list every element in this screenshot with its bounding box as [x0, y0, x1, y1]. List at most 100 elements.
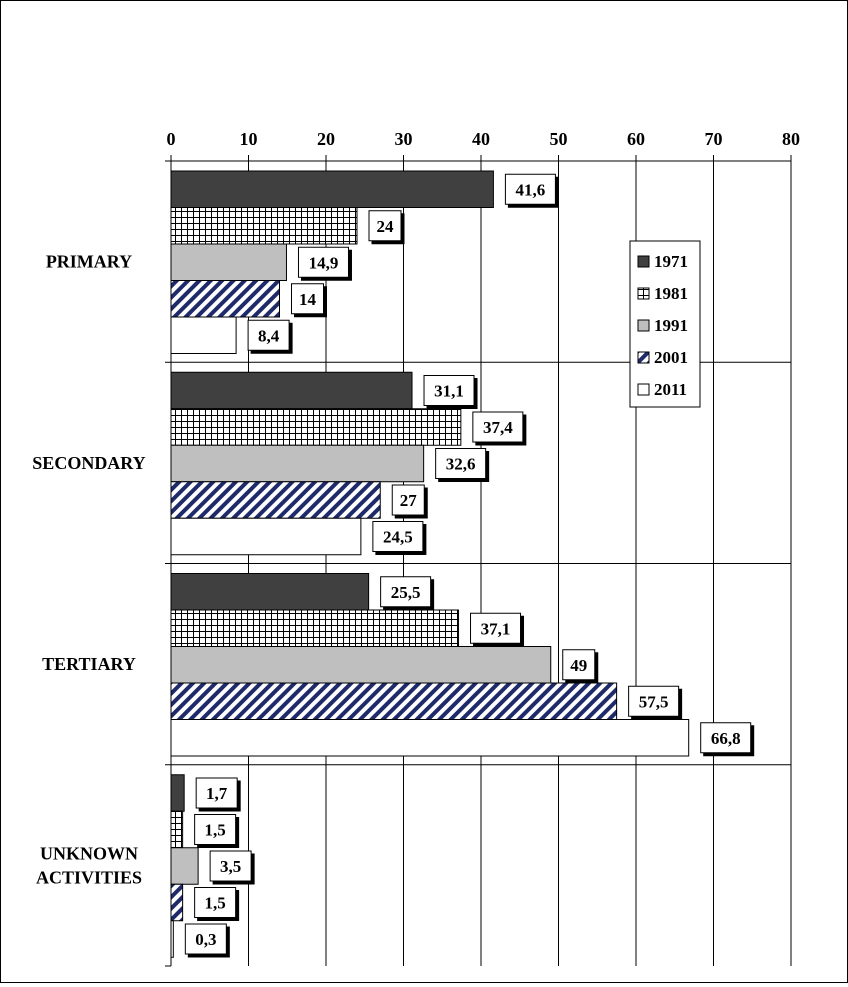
data-label-2001: 14 — [291, 283, 324, 315]
category-label: TERTIARY — [42, 654, 136, 674]
data-label-box — [184, 923, 227, 955]
data-label-2001: 27 — [391, 484, 425, 516]
data-label-text: 8,4 — [258, 326, 280, 345]
tick-label-30: 30 — [395, 129, 413, 149]
bar-1991 — [170, 243, 287, 281]
data-label-1981: 37,4 — [472, 411, 524, 443]
bar-2011 — [170, 719, 690, 757]
bar-2011 — [170, 920, 174, 958]
data-label-text: 1,5 — [205, 894, 226, 913]
data-label-text: 32,6 — [446, 455, 476, 474]
tick-label-20: 20 — [317, 129, 335, 149]
category-label: SECONDARY — [32, 453, 145, 473]
legend-swatch-1991 — [637, 319, 650, 332]
data-label-1971: 25,5 — [380, 576, 432, 608]
legend: 1971 1981 1991 2001 2011 — [629, 240, 701, 408]
tick-label-40: 40 — [472, 129, 490, 149]
data-label-text: 14,9 — [309, 253, 339, 272]
legend-swatch-1971 — [637, 255, 650, 268]
data-label-box — [423, 375, 475, 406]
data-label-text: 37,4 — [483, 418, 513, 437]
data-label-2001: 1,5 — [194, 887, 237, 918]
tick-label-70: 70 — [705, 129, 723, 149]
bar-2001 — [170, 481, 381, 519]
data-label-1991: 32,6 — [435, 448, 487, 479]
bar-1971 — [170, 170, 494, 208]
category-labels: PRIMARY SECONDARY TERTIARY UNKNOWN ACTIVITIE… — [32, 252, 145, 888]
data-labels: 41,6 24 14,9 14 8,4 31,1 37,4 32,6 27 24,5 25,5 37,… — [184, 173, 752, 955]
data-label-2011: 8,4 — [247, 319, 290, 351]
tick-label-10: 10 — [240, 129, 258, 149]
bar-2001 — [170, 883, 184, 922]
legend-swatch-2001 — [637, 351, 650, 364]
tick-label-50: 50 — [550, 129, 568, 149]
bar-1991 — [170, 646, 552, 684]
bar-2001 — [170, 682, 618, 720]
bar-2011 — [170, 316, 237, 354]
data-label-box — [391, 484, 425, 516]
category-label: PRIMARY — [46, 252, 132, 272]
data-label-text: 31,1 — [434, 382, 464, 401]
data-label-box — [472, 411, 524, 443]
legend-swatch-1981 — [637, 287, 650, 300]
legend-label-2001: 2001 — [654, 348, 688, 367]
data-label-text: 3,5 — [220, 857, 241, 876]
bar-1981 — [170, 207, 358, 245]
data-label-text: 0,3 — [195, 930, 216, 949]
data-label-box — [209, 850, 252, 882]
data-label-box — [194, 814, 237, 845]
data-label-2011: 66,8 — [700, 722, 752, 754]
data-label-1981: 1,5 — [194, 814, 237, 845]
data-label-2011: 0,3 — [184, 923, 227, 955]
tick-label-0: 0 — [167, 129, 176, 149]
legend-swatch-2011 — [637, 383, 650, 396]
data-label-box — [562, 649, 596, 681]
legend-label-1991: 1991 — [654, 316, 688, 335]
data-label-box — [435, 448, 487, 479]
bar-1971 — [170, 774, 185, 812]
category-label: UNKNOWN ACTIVITIES — [36, 843, 142, 887]
data-label-text: 1,7 — [206, 784, 228, 803]
data-label-box — [470, 612, 522, 644]
data-label-text: 24,5 — [383, 528, 413, 547]
data-label-text: 14 — [299, 290, 317, 309]
data-label-2011: 24,5 — [372, 521, 424, 552]
data-label-text: 1,5 — [205, 821, 226, 840]
data-label-box — [291, 283, 324, 315]
data-label-box — [504, 173, 556, 205]
data-label-text: 49 — [570, 656, 587, 675]
data-label-box — [297, 246, 349, 278]
data-label-2001: 57,5 — [628, 685, 680, 717]
data-label-box — [372, 521, 424, 552]
data-label-1981: 24 — [368, 210, 402, 242]
data-label-text: 57,5 — [639, 692, 669, 711]
data-label-box — [194, 887, 237, 918]
legend-label-1971: 1971 — [654, 252, 688, 271]
data-label-text: 37,1 — [481, 619, 511, 638]
legend-label-2011: 2011 — [654, 380, 687, 399]
bar-1971 — [170, 371, 413, 410]
bars — [170, 170, 690, 958]
data-label-1991: 14,9 — [297, 246, 349, 278]
data-label-1991: 49 — [562, 649, 596, 681]
data-label-text: 24 — [377, 217, 395, 236]
data-label-1991: 3,5 — [209, 850, 252, 882]
data-label-box — [380, 576, 432, 608]
bar-1991 — [170, 847, 199, 885]
tick-label-60: 60 — [627, 129, 645, 149]
bar-1981 — [170, 810, 184, 849]
bar-1981 — [170, 609, 460, 647]
data-label-box — [195, 777, 238, 809]
data-label-text: 27 — [400, 491, 418, 510]
legend-label-1981: 1981 — [654, 284, 688, 303]
data-label-box — [368, 210, 402, 242]
tick-label-80: 80 — [782, 129, 800, 149]
data-label-box — [247, 319, 290, 351]
data-label-1971: 1,7 — [195, 777, 238, 809]
data-label-1971: 41,6 — [504, 173, 556, 205]
bar-2011 — [170, 517, 362, 556]
data-label-text: 25,5 — [391, 583, 421, 602]
bar-1991 — [170, 444, 425, 483]
